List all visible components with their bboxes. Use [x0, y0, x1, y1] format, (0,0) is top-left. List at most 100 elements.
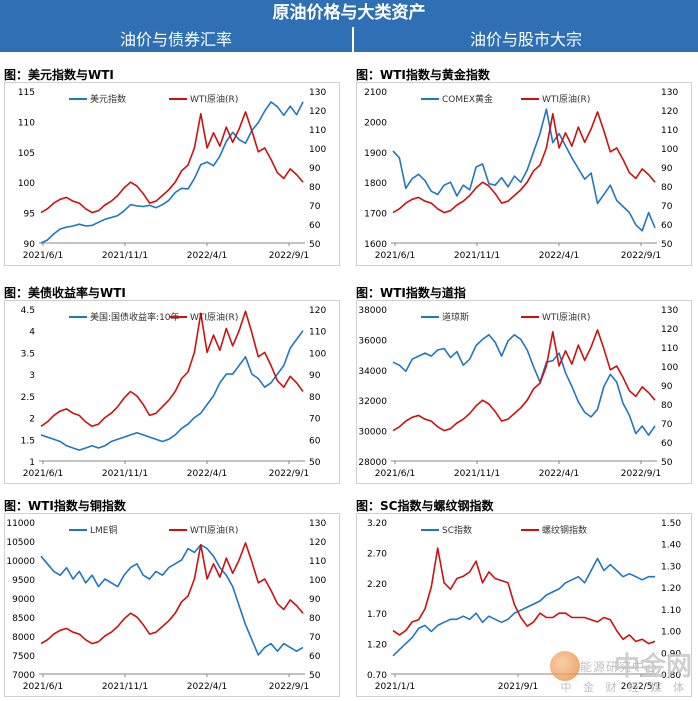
legend-label: WTI原油(R) — [190, 524, 238, 536]
right-axis-tick-label: 100 — [661, 145, 678, 155]
x-axis-tick-label: 2022/4/1 — [187, 469, 227, 479]
x-axis-tick-label: 2022/9/1 — [269, 251, 309, 261]
legend-label: SC指数 — [442, 524, 472, 536]
watermark-sub2: 中 金 财 经 媒 体 — [560, 681, 688, 694]
legend-label: LME铜 — [90, 524, 117, 536]
legend-label: COMEX黄金 — [442, 93, 493, 105]
chart-rebar: 0.70 1.20 1.70 2.20 2.70 3.20 0.80 0.90 1.00 1.10… — [356, 513, 692, 697]
right-axis-tick-label: 60 — [309, 652, 321, 662]
legend-label: WTI原油(R) — [542, 311, 590, 323]
right-axis-tick-label: 130 — [661, 88, 678, 98]
left-axis-tick-label: 1 — [29, 458, 35, 468]
right-axis-tick-label: 120 — [661, 325, 678, 335]
chart-title-treasury: 图：美债收益率与WTI — [4, 286, 126, 300]
left-axis-tick-label: 4 — [29, 328, 35, 338]
left-axis-tick-label: 1.20 — [367, 641, 387, 651]
left-axis-tick-label: 8000 — [12, 633, 35, 643]
left-axis-tick-label: 2 — [29, 415, 35, 425]
series-line-red — [392, 111, 656, 214]
right-axis-tick-label: 60 — [309, 436, 321, 446]
right-axis-tick-label: 100 — [309, 576, 326, 586]
chart-title-gold: 图：WTI指数与黄金指数 — [356, 68, 490, 82]
right-axis-tick-label: 60 — [661, 439, 673, 449]
chart-usd: 90 95 100 105 110 115 50 60 70 80 90 100 110 120 130 20… — [4, 82, 340, 266]
report-title: 原油价格与大类资产 — [0, 0, 698, 27]
right-axis-tick-label: 70 — [661, 420, 673, 430]
x-axis-tick-label: 2021/11/1 — [454, 469, 500, 479]
right-axis-tick-label: 110 — [661, 344, 678, 354]
right-axis-tick-label: 100 — [309, 145, 326, 155]
left-axis-tick-label: 38000 — [358, 306, 387, 316]
right-axis-tick-label: 110 — [309, 126, 326, 136]
chart-title-usd: 图：美元指数与WTI — [4, 68, 114, 82]
series-line-blue — [392, 108, 656, 232]
left-axis-tick-label: 100 — [18, 179, 35, 189]
right-axis-tick-label: 120 — [309, 538, 326, 548]
x-axis-tick-label: 2021/6/1 — [375, 469, 415, 479]
right-axis-tick-label: 90 — [661, 164, 673, 174]
right-axis-tick-label: 0.90 — [661, 649, 681, 659]
chart-dow: 28000 30000 32000 34000 36000 38000 50 60 70 80 90… — [356, 300, 692, 484]
right-axis-tick-label: 0.80 — [661, 671, 681, 681]
left-axis-tick-label: 4.5 — [21, 306, 35, 316]
left-axis-tick-label: 95 — [24, 210, 35, 220]
right-axis-tick-label: 1.20 — [661, 584, 681, 594]
right-axis-tick-label: 70 — [309, 415, 321, 425]
left-axis-tick-label: 2.5 — [21, 393, 35, 403]
series-line-red — [40, 310, 304, 428]
left-axis-tick-label: 32000 — [358, 397, 387, 407]
right-axis-tick-label: 100 — [309, 349, 326, 359]
x-axis-tick-label: 2022/9/1 — [621, 469, 661, 479]
chart-copper: 7000 7500 8000 8500 9000 9500 10000 10500 11000 5… — [4, 513, 340, 697]
left-axis-tick-label: 90 — [24, 240, 36, 250]
left-axis-tick-label: 11000 — [6, 519, 35, 529]
right-axis-tick-label: 80 — [309, 614, 321, 624]
left-axis-tick-label: 115 — [18, 88, 35, 98]
x-axis-tick-label: 2021/6/1 — [23, 682, 63, 692]
chart-title-dow: 图：WTI指数与道指 — [356, 286, 466, 300]
left-axis-tick-label: 28000 — [358, 458, 387, 468]
right-axis-tick-label: 130 — [309, 88, 326, 98]
left-axis-tick-label: 30000 — [358, 428, 387, 438]
series-line-blue — [40, 543, 304, 656]
left-axis-tick-label: 2100 — [364, 88, 387, 98]
legend-label: WTI原油(R) — [542, 93, 590, 105]
watermark-sub1: 能源研究中心 — [579, 660, 658, 674]
x-axis-tick-label: 2022/4/1 — [539, 251, 579, 261]
left-axis-tick-label: 1900 — [364, 149, 387, 159]
x-axis-tick-label: 2021/11/1 — [102, 682, 148, 692]
left-axis-tick-label: 9500 — [12, 576, 35, 586]
x-axis-tick-label: 2021/6/1 — [23, 251, 63, 261]
right-axis-tick-label: 110 — [309, 557, 326, 567]
left-axis-tick-label: 34000 — [358, 367, 387, 377]
left-axis-tick-label: 9000 — [12, 595, 35, 605]
left-axis-tick-label: 7000 — [12, 671, 35, 681]
right-axis-tick-label: 90 — [309, 164, 321, 174]
left-axis-tick-label: 2.70 — [367, 549, 387, 559]
legend-label: WTI原油(R) — [190, 93, 238, 105]
right-axis-tick-label: 90 — [661, 382, 673, 392]
series-line-red — [40, 111, 304, 214]
left-axis-tick-label: 1600 — [364, 240, 387, 250]
left-axis-tick-label: 2.20 — [367, 580, 387, 590]
legend-label: 美元指数 — [90, 93, 126, 105]
series-line-blue — [392, 557, 655, 657]
series-line-red — [392, 547, 656, 645]
right-axis-tick-label: 50 — [661, 240, 673, 250]
right-axis-tick-label: 130 — [309, 519, 326, 529]
x-axis-tick-label: 2022/9/1 — [621, 251, 661, 261]
x-axis-tick-label: 2022/4/1 — [187, 251, 227, 261]
right-axis-tick-label: 1.40 — [661, 541, 681, 551]
right-axis-tick-label: 80 — [661, 401, 673, 411]
right-axis-tick-label: 110 — [661, 126, 678, 136]
left-axis-tick-label: 1700 — [364, 210, 387, 220]
right-axis-tick-label: 70 — [309, 633, 321, 643]
series-line-red — [392, 329, 656, 432]
left-axis-tick-label: 2000 — [364, 118, 387, 128]
left-axis-tick-label: 1.70 — [367, 610, 387, 620]
series-line-blue — [40, 330, 304, 451]
left-axis-tick-label: 10000 — [6, 557, 35, 567]
series-line-red — [40, 542, 304, 645]
watermark-brand: 中金网 — [613, 652, 692, 682]
right-axis-tick-label: 60 — [309, 221, 321, 231]
